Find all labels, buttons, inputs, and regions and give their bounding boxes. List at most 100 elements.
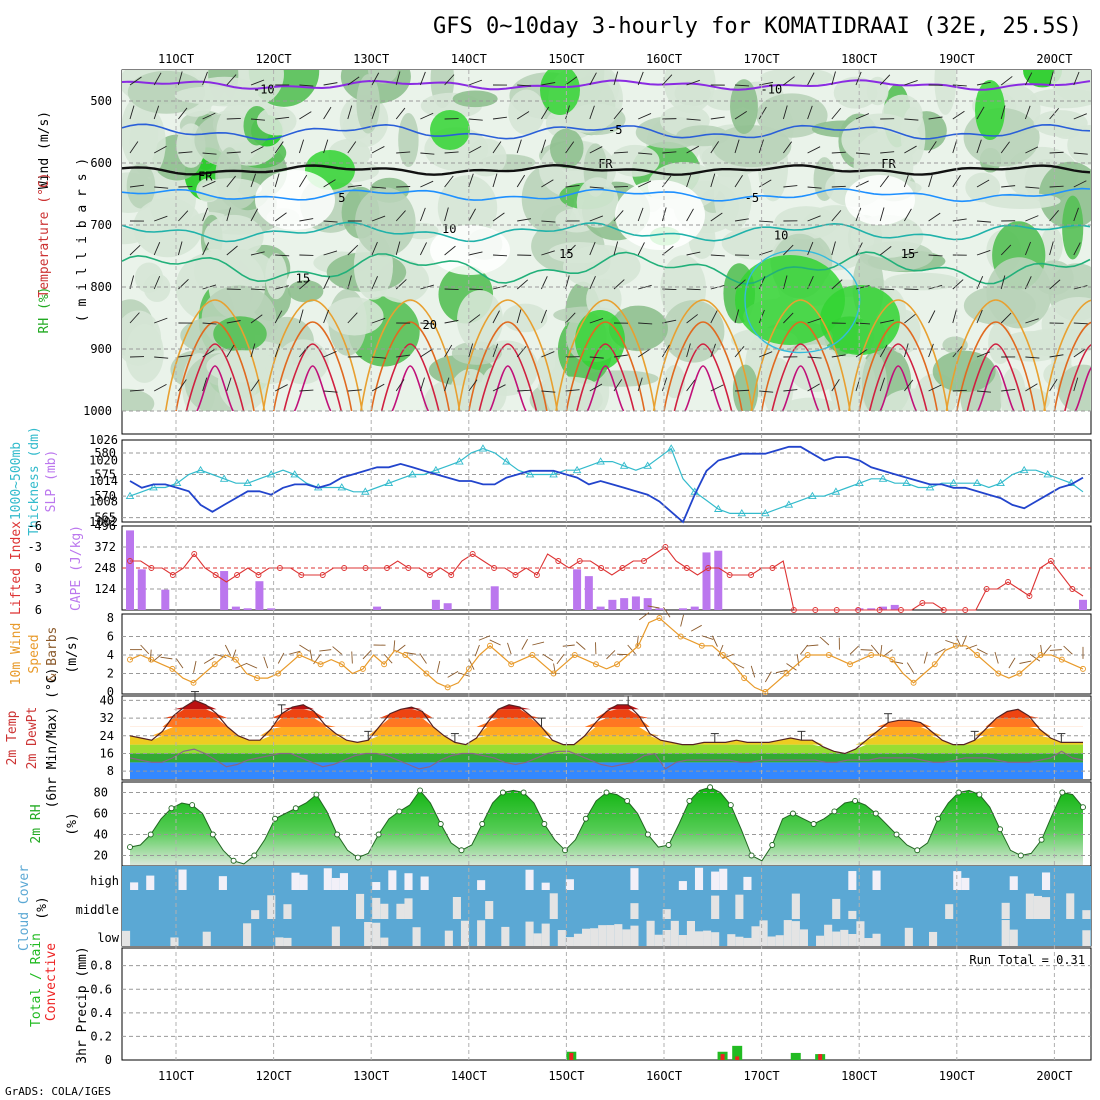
wind-barb: [298, 309, 304, 324]
wind10m-barb: [288, 650, 301, 655]
panel-axis-label: 1000~500mb: [9, 442, 24, 520]
wind-barb: [468, 343, 474, 358]
cloud-cell: [251, 910, 260, 919]
wind-barb: [202, 112, 216, 120]
wind-barb: [226, 117, 241, 120]
wind10m-barb: [214, 653, 227, 658]
wind-barb: [1000, 275, 1006, 290]
cloud-cell: [686, 921, 695, 946]
slp-line: [129, 445, 1084, 524]
cloud-cell: [824, 924, 833, 946]
wind-barb: [468, 251, 483, 256]
wind10m-barb: [636, 635, 639, 648]
wind-barb: [662, 344, 670, 358]
wind-barb: [177, 71, 183, 86]
cloud-cell: [694, 931, 704, 946]
wind-barb: [1049, 185, 1064, 188]
wind10m-line-point: [169, 665, 176, 672]
wind-barb: [202, 152, 217, 155]
cloud-cell: [767, 936, 776, 946]
wind-barb: [710, 343, 716, 358]
wind-barb: [686, 145, 700, 154]
panel-tick: 1020: [89, 454, 118, 468]
cloud-cell: [525, 921, 534, 946]
cloud-cell: [816, 935, 825, 946]
wind-barb: [613, 354, 628, 358]
wind10m-line-point: [571, 652, 578, 658]
wind-barb: [589, 276, 596, 290]
date-tick-bottom: 11OCT: [158, 1069, 194, 1083]
cape-bar: [678, 608, 687, 610]
wind-barb: [589, 383, 603, 392]
wind-barb: [153, 275, 161, 290]
rh-blob: [885, 272, 961, 291]
cloud-cell: [420, 876, 429, 890]
contour-warm-lobe: [565, 321, 646, 411]
lifted-index-line-point: [1047, 558, 1054, 564]
wind10m-barb: [362, 649, 372, 660]
precip-total-bar: [732, 1045, 743, 1060]
wind-barb: [759, 390, 774, 393]
panel-tick: 40: [94, 828, 108, 842]
rh2m-line-point: [230, 857, 237, 864]
rh-blob: [861, 353, 887, 411]
temp-bands: [130, 700, 1083, 779]
cloud-cell: [590, 928, 599, 946]
rh-blob: [325, 297, 384, 336]
panel-tick: 0.8: [90, 959, 112, 973]
wind-barb: [492, 384, 506, 392]
cloud-cell: [662, 909, 671, 919]
contour-warm-lobe: [966, 343, 1026, 411]
contour-warm-lobe: [1074, 366, 1091, 411]
wind-barb: [831, 107, 842, 120]
cloud-cell: [727, 934, 736, 946]
temp-band: [130, 762, 1083, 779]
contour-minus10: [122, 79, 1091, 91]
cloud-cell: [477, 880, 486, 890]
rh-blob-strong: [540, 70, 580, 115]
thickness-line-point: [666, 444, 676, 452]
panel-axis-label: 2m Temp: [5, 710, 20, 765]
date-tick-bottom: 13OCT: [353, 1069, 389, 1083]
upper-axis-label: RH (%): [37, 287, 52, 334]
wind10m-barb: [332, 646, 343, 655]
cloud-cell: [662, 929, 671, 946]
wind-barb: [250, 118, 265, 121]
wind10m-barb: [965, 644, 978, 650]
wind-barb: [783, 389, 798, 392]
wind-barb: [226, 151, 241, 154]
wind-barb: [638, 113, 652, 120]
wind-barb: [1049, 209, 1059, 222]
lifted-index-line-point: [876, 607, 883, 613]
upper-axis-label: Temperature (°C): [37, 172, 52, 297]
cape-bar: [126, 530, 134, 610]
wind10m-barb: [639, 612, 650, 621]
rh-blob: [881, 388, 951, 411]
panel-tick: 570: [94, 489, 116, 503]
temp-band: [130, 726, 1083, 736]
vertical-gridlines: [175, 70, 1055, 1060]
wind-barb: [444, 151, 459, 154]
wind10m-barb: [775, 669, 788, 674]
cloud-cell: [735, 894, 744, 919]
wind-barb: [879, 344, 888, 358]
contour-warm-lobe: [956, 321, 1036, 411]
rh-blob: [398, 113, 419, 168]
lifted-index-line: [130, 546, 1084, 611]
wind-barb: [178, 151, 193, 154]
wind10m-barb: [263, 656, 269, 669]
wind-barb: [904, 118, 919, 121]
wind-barb: [589, 356, 604, 359]
lifted-index-line-point: [148, 565, 155, 571]
cape-bar: [608, 599, 617, 610]
cape-bar: [596, 606, 605, 610]
cloud-cell: [711, 932, 720, 946]
wind10m-line-point: [995, 670, 1002, 677]
contour-warm-lobe: [760, 321, 841, 411]
thickness-line-point: [361, 487, 370, 495]
wind-barb: [1049, 71, 1054, 86]
wind-barb: [540, 139, 547, 154]
thickness-line-point: [196, 465, 205, 474]
rh2m-line-point: [189, 802, 196, 809]
wind10m-line-point: [296, 652, 303, 658]
